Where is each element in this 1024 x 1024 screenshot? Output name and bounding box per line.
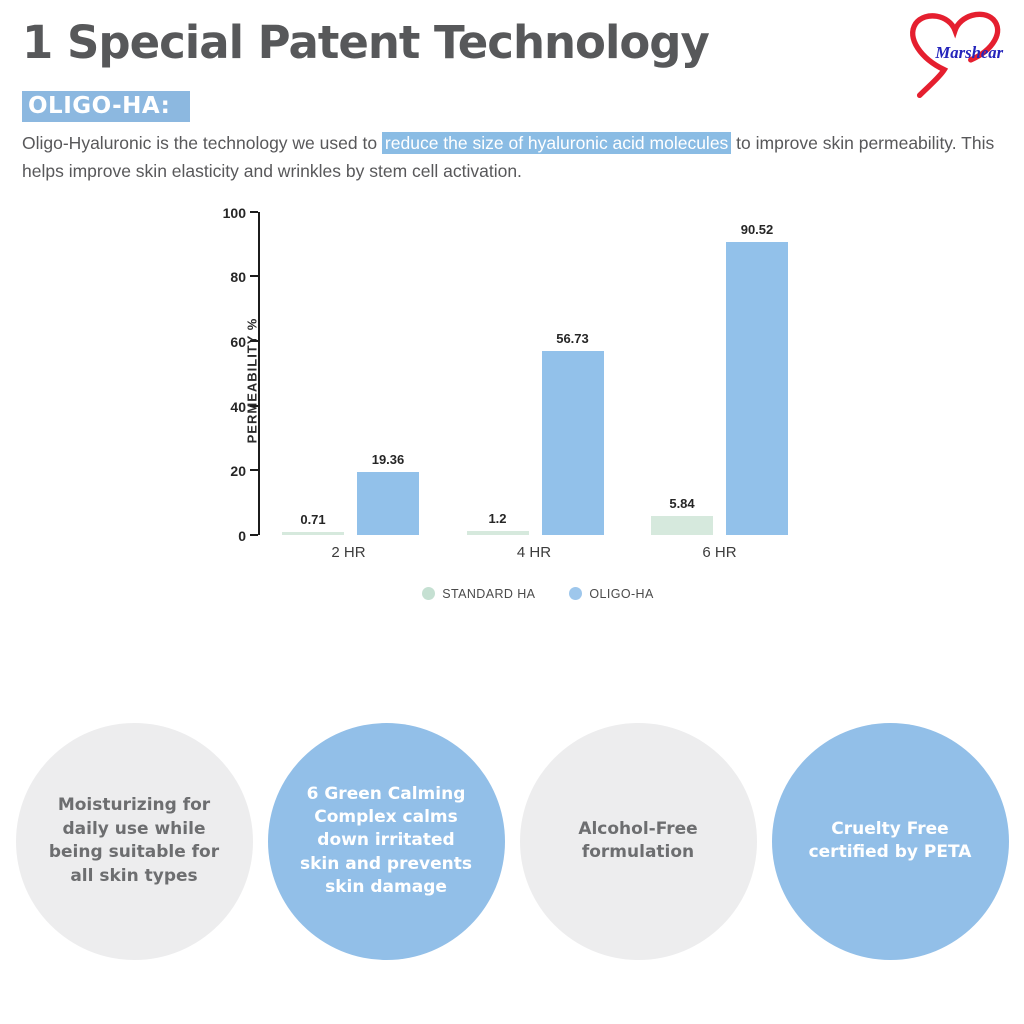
x-tick-label: 2 HR [331, 543, 366, 561]
x-axis-labels: 2 HR 4 HR 6 HR [258, 544, 818, 561]
y-tick-mark [250, 469, 258, 472]
intro-paragraph: Oligo-Hyaluronic is the technology we us… [22, 129, 1000, 186]
feature-circle-moisturizing: Moisturizing for daily use while being s… [15, 722, 253, 960]
bar-value-label: 56.73 [556, 331, 589, 347]
bar-value-label: 5.84 [669, 495, 695, 511]
x-tick-label: 6 HR [702, 543, 737, 561]
heart-icon [910, 11, 1001, 99]
page-header: 1 Special Patent Technology [0, 0, 1024, 69]
feature-circles: Moisturizing for daily use while being s… [0, 722, 1024, 960]
bar-value-label: 19.36 [371, 452, 405, 468]
y-tick-mark [250, 404, 258, 407]
intro-section: OLIGO-HA: Oligo-Hyaluronic is the techno… [0, 91, 1024, 186]
oligo-ha-heading: OLIGO-HA: [22, 91, 191, 122]
bar-standard-ha: 5.84 [651, 496, 713, 535]
feature-text: Moisturizing for daily use while being s… [48, 795, 220, 886]
y-tick-mark [250, 210, 258, 213]
bar-oligo-ha: 56.73 [541, 331, 604, 535]
bar-group: 1.2 56.73 [466, 212, 604, 535]
bar-standard-ha: 1.2 [466, 511, 529, 535]
y-tick-mark [250, 275, 258, 278]
legend-dot [422, 587, 436, 601]
y-tick-label: 0 [238, 527, 246, 544]
feature-circle-calming-complex: 6 Green Calming Complex calms down irrit… [267, 722, 505, 960]
bar-value-label: 1.2 [488, 510, 507, 526]
x-tick-label: 4 HR [516, 543, 552, 561]
logo-brand-text: Marshear [934, 43, 1003, 62]
y-tick-mark [250, 533, 258, 536]
legend-label: OLIGO-HA [589, 586, 654, 601]
y-tick-label: 100 [222, 204, 246, 221]
permeability-bar-chart: PERMEABILITY % 0 20 40 60 80 100 0.71 19.36 1.2 5… [200, 205, 840, 601]
bar-standard-ha: 0.71 [282, 512, 344, 535]
bar-group: 0.71 19.36 [282, 212, 419, 535]
feature-circle-alcohol-free: Alcohol-Free formulation [519, 722, 757, 960]
intro-text-before: Oligo-Hyaluronic is the technology we us… [22, 133, 382, 153]
feature-text: 6 Green Calming Complex calms down irrit… [300, 783, 472, 898]
marshear-logo: Marshear [910, 11, 1004, 99]
bar-oligo-ha: 19.36 [357, 452, 419, 535]
y-tick-label: 20 [230, 463, 246, 480]
bar-value-label: 90.52 [740, 222, 774, 238]
legend-item: STANDARD HA [422, 587, 535, 601]
bar-oligo-ha: 90.52 [726, 222, 788, 535]
feature-text: Cruelty Free certified by PETA [808, 818, 972, 863]
y-tick-label: 60 [230, 333, 246, 350]
y-tick-mark [250, 339, 258, 342]
bar-value-label: 0.71 [300, 512, 326, 528]
intro-text-highlight: reduce the size of hyaluronic acid molec… [381, 132, 732, 154]
feature-text: Alcohol-Free formulation [578, 818, 698, 863]
chart-legend: STANDARD HA OLIGO-HA [258, 587, 818, 601]
legend-item: OLIGO-HA [569, 587, 653, 601]
plot-area: 0 20 40 60 80 100 0.71 19.36 1.2 56.73 5.84 90.52 [223, 205, 818, 544]
bar-group: 5.84 90.52 [651, 212, 788, 535]
legend-label: STANDARD HA [442, 586, 536, 601]
y-tick-label: 40 [230, 398, 246, 415]
page-title: 1 Special Patent Technology [22, 16, 710, 69]
feature-circle-cruelty-free: Cruelty Free certified by PETA [771, 722, 1009, 960]
legend-dot [569, 587, 583, 601]
intro-text-after: to improve skin permeability. This helps… [22, 133, 995, 182]
y-tick-label: 80 [230, 269, 246, 286]
